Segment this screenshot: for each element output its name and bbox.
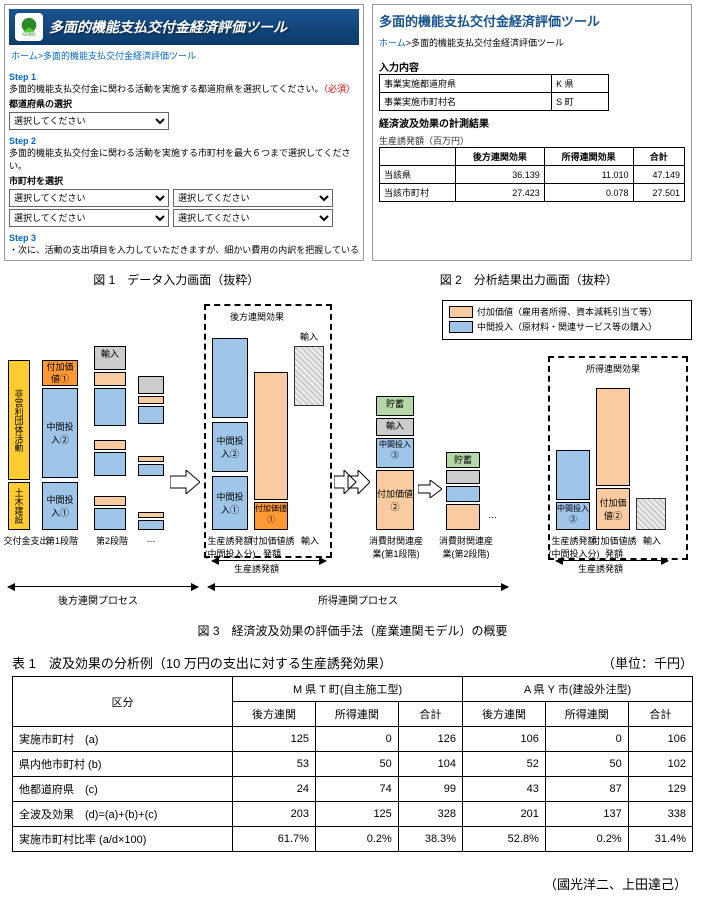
ax-va: 付加価値誘発額 bbox=[248, 534, 296, 560]
bar-civil: 土木建設 bbox=[8, 482, 30, 530]
breadcrumb-2: ホーム>多面的機能支払交付金経済評価ツール bbox=[379, 30, 685, 55]
bar-ii2: 中間投入② bbox=[42, 388, 78, 478]
flow-diagram: 付加価値（雇用者所得、資本減耗引当て等） 中間投入（原材料・関連サービス等の購入… bbox=[8, 300, 696, 610]
ax-stage1: 第1段階 bbox=[38, 534, 86, 547]
city-select-1[interactable]: 選択してください bbox=[9, 189, 169, 207]
step1-desc: 多面的機能支払交付金に関わる活動を実施する都道府県を選択してください。（必須） bbox=[9, 82, 359, 95]
arrow-right-icon bbox=[170, 470, 200, 494]
city-select-2[interactable]: 選択してください bbox=[173, 189, 333, 207]
bar-nonprofit: 非営利団体活動 bbox=[8, 360, 30, 480]
fig3-caption: 図 3 経済波及効果の評価手法（産業連関モデル）の概要 bbox=[0, 616, 705, 645]
step2-title: Step 2 bbox=[9, 136, 359, 146]
result-sub-label: 生産誘発額（百万円） bbox=[379, 134, 685, 147]
svg-text:NARO: NARO bbox=[22, 32, 36, 37]
step2-desc: 多面的機能支払交付金に関わる活動を実施する市町村を最大６つまで選択してください。 bbox=[9, 146, 359, 172]
bar-va1: 付加価値① bbox=[42, 360, 78, 386]
input-section-label: 入力内容 bbox=[379, 59, 685, 74]
ax-cons1: 消費財関連産業(第1段階) bbox=[366, 534, 426, 560]
prefecture-label: 都道府県の選択 bbox=[9, 97, 359, 110]
input-table: 事業実施都道府県K 県 事業実施市町村名S 町 bbox=[379, 74, 609, 111]
result-table: 後方連関効果所得連関効果合計 当該県36.13911.01047.149 当該市… bbox=[379, 147, 685, 202]
authors: （國光洋二、上田達己） bbox=[0, 860, 705, 907]
city-select-4[interactable]: 選択してください bbox=[173, 209, 333, 227]
table-row: 実施市町村比率 (a/d×100)61.7%0.2%38.3%52.8%0.2%… bbox=[13, 827, 693, 852]
ax-imp-1: 輸入 bbox=[290, 534, 330, 547]
fig2-caption: 図 2 分析結果出力画面（抜粋） bbox=[353, 265, 705, 294]
result-section-label: 経済波及効果の計測結果 bbox=[379, 115, 685, 130]
income-effect-label: 所得連関効果 bbox=[586, 362, 640, 375]
banner-title: 多面的機能支払交付金経済評価ツール bbox=[49, 17, 287, 37]
bar-ii1: 中間投入① bbox=[42, 482, 78, 530]
ax-stage2: 第2段階 bbox=[86, 534, 138, 547]
table1-unit: （単位：千円） bbox=[602, 653, 693, 672]
home-link[interactable]: ホーム bbox=[379, 38, 406, 48]
banner: NARO 多面的機能支払交付金経済評価ツール bbox=[9, 9, 359, 45]
table-row: 実施市町村 (a)12501261060106 bbox=[13, 727, 693, 752]
proc-back-label: 後方連関プロセス bbox=[58, 592, 138, 607]
table1: 区分 M 県 T 町(自主施工型) A 県 Y 市(建設外注型) 後方連関所得連… bbox=[12, 676, 693, 852]
breadcrumb[interactable]: ホーム>多面的機能支払交付金経済評価ツール bbox=[9, 45, 359, 66]
table1-title: 表 1 波及効果の分析例（10 万円の支出に対する生産誘発効果） bbox=[12, 653, 392, 672]
back-effect-label: 後方連関効果 bbox=[230, 310, 284, 323]
fig1-caption: 図 1 データ入力画面（抜粋） bbox=[0, 265, 353, 294]
city-select-3[interactable]: 選択してください bbox=[9, 209, 169, 227]
city-label: 市町村を選択 bbox=[9, 174, 359, 187]
legend: 付加価値（雇用者所得、資本減耗引当て等） 中間投入（原材料・関連サービス等の購入… bbox=[442, 300, 692, 340]
ax-cons2: 消費財関連産業(第2段階) bbox=[436, 534, 496, 560]
output-panel: 多面的機能支払交付金経済評価ツール ホーム>多面的機能支払交付金経済評価ツール … bbox=[372, 4, 692, 261]
legend-ii: 中間投入（原材料・関連サービス等の購入） bbox=[477, 320, 657, 333]
input-panel: NARO 多面的機能支払交付金経済評価ツール ホーム>多面的機能支払交付金経済評… bbox=[4, 4, 364, 261]
table-row: 県内他市町村 (b)53501045250102 bbox=[13, 752, 693, 777]
step1-title: Step 1 bbox=[9, 72, 359, 82]
step3-desc: ・次に、活動の支出項目を入力していただきますが、細かい費用の内訳を把握している bbox=[9, 243, 359, 256]
legend-va: 付加価値（雇用者所得、資本減耗引当て等） bbox=[477, 305, 657, 318]
ax-dots: … bbox=[132, 534, 170, 544]
step3-title: Step 3 bbox=[9, 233, 359, 243]
proc-income-label: 所得連関プロセス bbox=[318, 592, 398, 607]
double-arrow-icon bbox=[334, 470, 370, 494]
naro-logo: NARO bbox=[15, 13, 43, 41]
table-row: 他都道府県 (c)2474994387129 bbox=[13, 777, 693, 802]
table-row: 全波及効果 (d)=(a)+(b)+(c)203125328201137338 bbox=[13, 802, 693, 827]
prefecture-select[interactable]: 選択してください bbox=[9, 112, 169, 130]
output-title: 多面的機能支払交付金経済評価ツール bbox=[379, 11, 685, 30]
bar-import-1: 輸入 bbox=[94, 346, 126, 370]
